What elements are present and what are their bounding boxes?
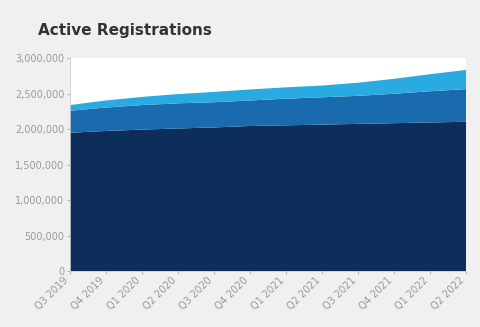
Text: Active Registrations: Active Registrations [38,23,212,38]
